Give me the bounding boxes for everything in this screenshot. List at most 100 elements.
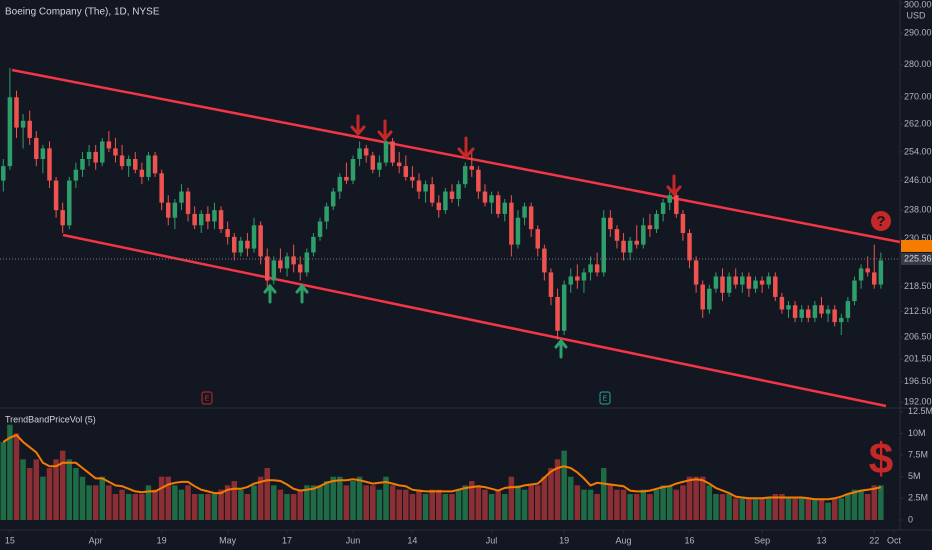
volume-bar [614,489,620,520]
candle-body [271,260,277,281]
candle-body [357,148,362,159]
volume-bar [330,476,336,520]
candle-body [509,202,514,245]
candle-body [588,264,593,273]
candle-body [647,225,653,230]
down-arrow [350,114,366,137]
volume-bar [825,502,831,520]
candle-body [786,305,791,310]
volume-bar [211,494,218,520]
candle-body [858,268,864,281]
candle-body [337,176,343,192]
volume-bar [752,498,759,520]
candle-body [377,162,382,170]
volume-bar [13,433,20,520]
y-tick-label: 254.00 [904,146,932,156]
volume-bar [812,498,818,520]
volume-y-tick-label: 10M [908,428,926,438]
candle-body [225,229,230,237]
up-arrows [263,283,568,359]
candle-body [482,191,488,203]
volume-bar [139,494,145,520]
candle-body [852,280,857,302]
candle-body [330,191,336,207]
dollar-icon: $ [869,435,893,484]
indicator-name: TrendBandPriceVol (5) [5,414,96,424]
candle-body [324,206,329,222]
candle-body [245,240,250,249]
candle-body [258,225,263,257]
lower-trendline [62,233,887,408]
candle-body [14,97,19,128]
volume-bar [699,476,706,520]
candle-body [73,169,79,181]
candle-body [542,248,547,273]
volume-bar [726,494,732,520]
currency: USD [906,10,926,20]
candle-body [819,305,824,314]
up-arrow [263,283,277,304]
volume-bar [831,498,838,520]
volume-bar [290,494,297,520]
candle-body [799,309,804,318]
candle-body [674,195,679,214]
candle-body [429,184,435,203]
y-tick-label: 300.00 [904,0,932,9]
x-tick-label: 13 [816,535,826,545]
volume-bar [59,450,66,520]
volume-bar [73,468,79,520]
chart-title: Boeing Company (The), 1D, NYSE [5,7,160,18]
y-tick-label: 218.50 [904,281,932,291]
candle-body [449,191,455,199]
candle-body [350,158,356,181]
candle-body [67,180,72,226]
x-tick-label: Sep [754,535,770,545]
x-tick-label: Aug [616,535,632,545]
x-tick-label: 16 [685,535,695,545]
volume-bar [310,485,317,520]
candle-body [47,148,52,181]
volume-bar [719,494,726,520]
upper-trendline [11,68,901,244]
earnings-label: E [603,395,608,402]
candle-body [291,256,296,265]
volume-bar [132,494,139,520]
volume-bar [798,498,805,520]
candle-body [390,141,395,163]
volume-bar [561,450,567,520]
volume-bar [244,494,251,520]
volume-bar [858,489,864,520]
x-tick-label: Jul [486,535,498,545]
x-tick-label: May [219,535,237,545]
x-tick-label: 22 [869,535,879,545]
candle-body [264,256,270,281]
volume-bar [158,476,165,520]
volume-bar [284,494,290,520]
candle-body [251,225,257,249]
candle-body [126,158,131,167]
volume-bar [851,489,858,520]
volume-bar [554,459,561,520]
volume-bar [205,494,211,520]
candle-body [548,272,554,297]
y-tick-label: 246.00 [904,175,932,185]
volume-bar [838,498,845,520]
candle-body [231,236,237,253]
candle-body [845,301,851,318]
candle-body [839,317,844,323]
candles [1,67,884,340]
candle-body [621,240,626,253]
candle-body [27,120,32,138]
candle-body [502,202,508,214]
volume-bar [350,481,356,520]
candle-body [522,206,527,218]
y-tick-label: 192.00 [904,397,932,407]
volume-bar [732,498,739,520]
y-tick-label: 230.50 [904,233,932,243]
volume-bar [574,485,581,520]
candle-body [146,155,151,177]
volume-bar [323,481,330,520]
candle-body [172,202,178,218]
volume-bar [442,494,449,520]
volume-bar [389,485,396,520]
